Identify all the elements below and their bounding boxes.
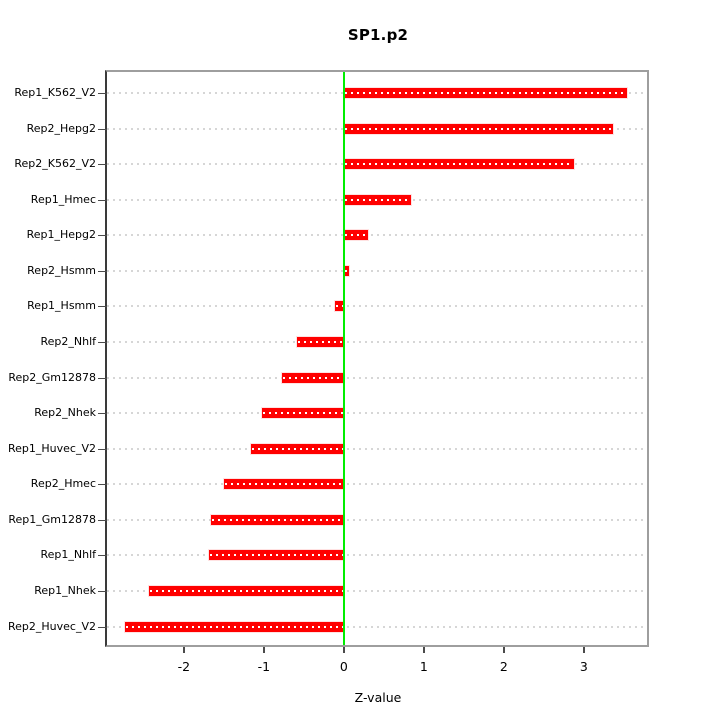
bar-dotted-centerline: [126, 625, 343, 628]
x-tick: [582, 647, 585, 653]
y-tick: [98, 484, 107, 486]
bar-dotted-centerline: [297, 340, 343, 343]
bar-dotted-centerline: [344, 198, 410, 201]
zero-reference-line: [342, 72, 345, 645]
bar: [343, 88, 627, 98]
bar-dotted-centerline: [150, 589, 343, 592]
x-tick: [182, 647, 185, 653]
y-tick: [98, 555, 107, 557]
bar-dotted-centerline: [344, 269, 348, 272]
gridline: [107, 483, 647, 486]
y-label: Rep2_Huvec_V2: [8, 619, 96, 633]
y-tick: [98, 448, 107, 450]
y-label: Rep2_Hepg2: [26, 121, 96, 135]
gridline: [107, 625, 647, 628]
y-label: Rep2_Nhek: [34, 406, 96, 420]
gridline: [107, 234, 647, 237]
bar: [251, 443, 344, 454]
bar: [223, 479, 344, 490]
gridline: [107, 518, 647, 521]
bar: [149, 585, 344, 596]
y-tick: [98, 199, 107, 201]
x-tick-label: 0: [339, 659, 348, 674]
bar: [209, 550, 344, 561]
plot-area: [105, 70, 649, 647]
y-tick: [98, 519, 107, 521]
bar: [211, 514, 344, 525]
plot-inner: [107, 72, 647, 645]
y-label: Rep2_Nhlf: [40, 334, 96, 348]
bar-dotted-centerline: [210, 554, 343, 557]
x-tick: [262, 647, 265, 653]
bar: [343, 265, 349, 276]
gridline: [107, 412, 647, 415]
y-tick: [98, 128, 107, 130]
y-tick: [98, 235, 107, 237]
bar: [343, 230, 368, 241]
y-tick: [98, 590, 107, 592]
bar-dotted-centerline: [336, 305, 343, 308]
x-tick-label: 1: [419, 659, 428, 674]
bar: [343, 123, 613, 134]
gridline: [107, 376, 647, 379]
chart-title: SP1.p2: [347, 26, 409, 44]
bar: [343, 194, 411, 205]
x-tick: [342, 647, 345, 653]
x-axis-title: Z-value: [354, 690, 402, 705]
gridline: [107, 340, 647, 343]
bar-dotted-centerline: [224, 483, 343, 486]
bar-dotted-centerline: [252, 447, 343, 450]
bar-dotted-centerline: [283, 376, 343, 379]
y-label: Rep1_Huvec_V2: [8, 441, 96, 455]
y-label: Rep1_Hmec: [30, 192, 96, 206]
bar: [343, 159, 575, 170]
y-label: Rep2_Hmec: [30, 477, 96, 491]
y-tick: [98, 93, 107, 94]
bar-dotted-centerline: [344, 127, 612, 130]
y-label: Rep2_Gm12878: [8, 370, 96, 384]
y-tick: [98, 270, 107, 272]
y-tick: [98, 341, 107, 343]
y-label: Rep1_K562_V2: [14, 86, 96, 99]
x-tick-label: -2: [177, 659, 191, 674]
y-tick: [98, 164, 107, 166]
bar-dotted-centerline: [344, 234, 367, 237]
x-tick: [422, 647, 425, 653]
gridline: [107, 269, 647, 272]
bar-dotted-centerline: [263, 412, 343, 415]
x-tick-label: 3: [579, 659, 588, 674]
gridline: [107, 305, 647, 308]
gridline: [107, 447, 647, 450]
bar: [262, 408, 344, 419]
bar: [282, 372, 344, 383]
y-tick: [98, 306, 107, 308]
bar: [125, 621, 344, 632]
y-label: Rep1_Hsmm: [27, 299, 96, 313]
bar-dotted-centerline: [212, 518, 343, 521]
x-tick-label: 2: [499, 659, 508, 674]
bar-dotted-centerline: [344, 92, 626, 94]
y-tick: [98, 377, 107, 379]
bar-dotted-centerline: [344, 163, 574, 166]
y-label: Rep1_Hepg2: [26, 228, 96, 242]
y-label: Rep1_Gm12878: [8, 512, 96, 526]
gridline: [107, 589, 647, 592]
x-tick-label: -1: [257, 659, 271, 674]
x-tick: [502, 647, 505, 653]
y-tick: [98, 626, 107, 628]
gridline: [107, 554, 647, 557]
y-label: Rep1_Nhlf: [40, 548, 96, 562]
bar: [335, 301, 344, 312]
y-label: Rep2_Hsmm: [27, 263, 96, 277]
y-tick: [98, 413, 107, 415]
bar: [296, 336, 344, 347]
y-label: Rep1_Nhek: [34, 583, 96, 597]
y-label: Rep2_K562_V2: [14, 157, 96, 171]
